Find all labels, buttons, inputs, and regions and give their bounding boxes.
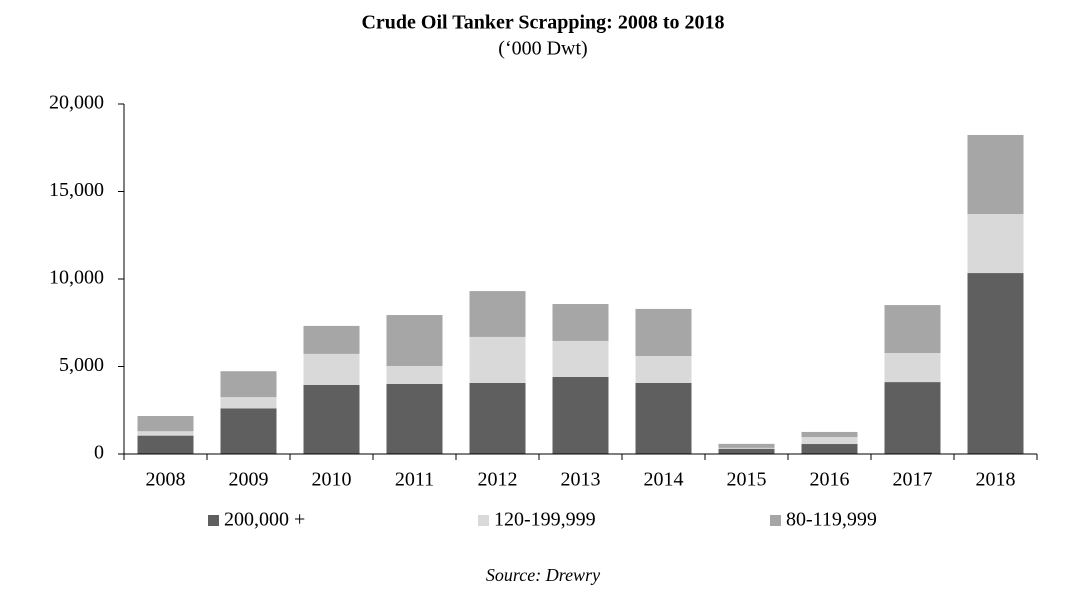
x-tick-label: 2014 (644, 469, 684, 491)
legend-swatch (478, 515, 489, 526)
bar-segment (801, 444, 858, 454)
y-tick-label: 5,000 (59, 354, 104, 376)
bar-segment (303, 353, 360, 385)
bar-segment (967, 134, 1024, 215)
x-tick-label: 2011 (395, 469, 434, 491)
bar-segment (220, 408, 277, 454)
legend-swatch (770, 515, 781, 526)
bar-segment (718, 443, 775, 448)
x-tick-label: 2016 (810, 469, 850, 491)
bar-segment (137, 435, 194, 454)
bar-segment (801, 431, 858, 438)
bar-segment (635, 308, 692, 356)
bar-segment (884, 353, 941, 383)
x-tick-label: 2012 (478, 469, 518, 491)
bar-segment (635, 382, 692, 454)
bar-segment (386, 365, 443, 384)
y-tick-label: 15,000 (49, 179, 104, 201)
chart-title: Crude Oil Tanker Scrapping: 2008 to 2018 (361, 12, 724, 34)
bar-segment (718, 448, 775, 454)
y-tick-label: 10,000 (49, 267, 104, 289)
bar-segment (303, 325, 360, 354)
legend-label: 200,000 + (224, 509, 305, 531)
x-tick-label: 2018 (976, 469, 1016, 491)
bar-segment (718, 447, 775, 449)
bar-segment (552, 304, 609, 341)
source-note: Source: Drewry (486, 565, 600, 585)
bar-segment (386, 315, 443, 366)
bar-segment (552, 340, 609, 377)
bar-segment (137, 431, 194, 436)
bar-segment (220, 397, 277, 409)
bar-segment (386, 384, 443, 454)
bar-segment (469, 336, 526, 383)
bar-segment (469, 382, 526, 454)
chart-subtitle: (‘000 Dwt) (498, 38, 587, 60)
y-tick-label: 20,000 (49, 92, 104, 114)
bar-segment (137, 416, 194, 432)
bar-segment (967, 214, 1024, 274)
y-tick-label: 0 (94, 442, 104, 464)
x-tick-label: 2017 (893, 469, 933, 491)
bar-segment (469, 291, 526, 337)
bar-segment (967, 273, 1024, 454)
x-tick-label: 2009 (229, 469, 269, 491)
legend-label: 80-119,999 (786, 509, 877, 531)
bar-segment (801, 437, 858, 445)
bar-segment (303, 384, 360, 454)
x-tick-label: 2015 (727, 469, 767, 491)
bar-segment (635, 356, 692, 383)
x-tick-label: 2008 (146, 469, 186, 491)
bar-segment (220, 371, 277, 398)
bar-segment (884, 382, 941, 454)
x-tick-label: 2013 (561, 469, 601, 491)
legend-label: 120-199,999 (494, 509, 596, 531)
bar-segment (884, 305, 941, 354)
bar-segment (552, 377, 609, 454)
x-tick-label: 2010 (312, 469, 352, 491)
legend-swatch (208, 515, 219, 526)
